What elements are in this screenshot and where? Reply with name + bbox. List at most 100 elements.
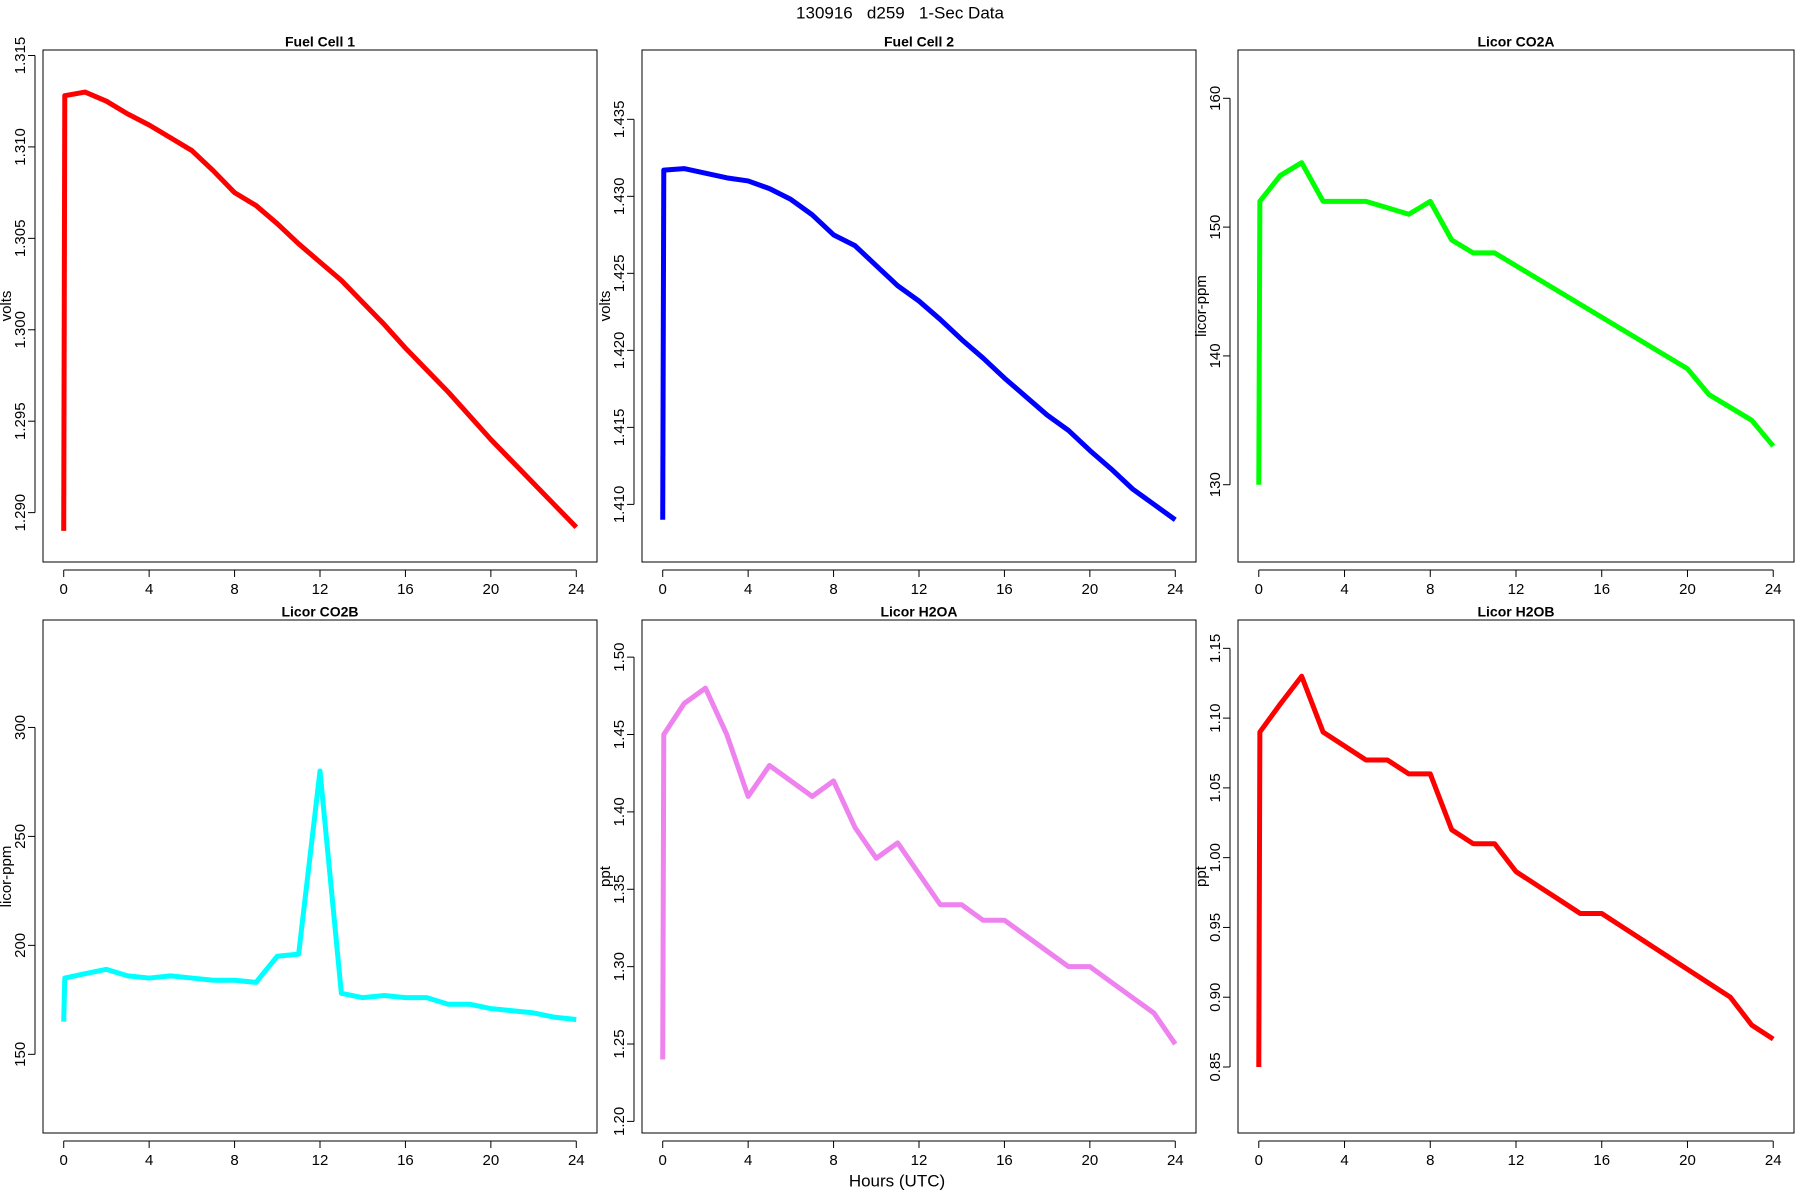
y-tick-label: 130: [1207, 472, 1224, 497]
x-tick-label: 4: [744, 1152, 752, 1169]
y-tick-label: 1.10: [1207, 704, 1224, 733]
x-tick-label: 20: [483, 581, 500, 598]
x-tick-label: 24: [1167, 581, 1184, 598]
x-tick-label: 20: [1082, 1152, 1099, 1169]
plot-frame: [641, 619, 1197, 1134]
data-line: [1256, 160, 1776, 485]
x-tick-label: 20: [1082, 581, 1099, 598]
x-axis-label: Hours (UTC): [849, 1171, 945, 1190]
y-tick-label: 160: [1207, 86, 1224, 111]
y-tick-label: 0.95: [1207, 913, 1224, 942]
x-tick-label: 8: [230, 1152, 238, 1169]
y-axis-label: volts: [597, 291, 614, 322]
x-tick-label: 0: [60, 1152, 68, 1169]
panel-title: Licor CO2B: [281, 604, 358, 620]
y-tick-label: 1.15: [1207, 634, 1224, 663]
x-tick-label: 12: [1508, 1152, 1525, 1169]
x-tick-label: 8: [829, 1152, 837, 1169]
x-tick-label: 0: [1255, 581, 1263, 598]
x-tick-label: 12: [911, 1152, 928, 1169]
x-tick-label: 0: [659, 581, 667, 598]
y-tick-label: 1.420: [611, 332, 628, 370]
y-tick-label: 150: [1207, 215, 1224, 240]
x-tick-label: 20: [1679, 581, 1696, 598]
y-tick-label: 1.35: [611, 875, 628, 904]
data-line: [61, 768, 577, 1022]
panel-title: Licor H2OA: [880, 604, 957, 620]
x-tick-label: 16: [397, 581, 414, 598]
x-tick-label: 24: [1765, 1152, 1782, 1169]
y-tick-label: 1.290: [12, 494, 29, 532]
x-tick-label: 8: [230, 581, 238, 598]
x-tick-label: 0: [1255, 1152, 1263, 1169]
x-tick-label: 12: [911, 581, 928, 598]
y-axis-label: volts: [0, 291, 15, 322]
x-tick-label: 20: [1679, 1152, 1696, 1169]
x-tick-label: 12: [312, 581, 329, 598]
x-tick-label: 4: [1340, 581, 1348, 598]
x-tick-label: 12: [312, 1152, 329, 1169]
y-tick-label: 1.45: [611, 720, 628, 749]
x-tick-label: 8: [1426, 581, 1434, 598]
y-tick-label: 1.40: [611, 797, 628, 826]
y-axis-label: licor-ppm: [1193, 275, 1210, 337]
y-tick-label: 1.300: [12, 311, 29, 349]
y-tick-label: 140: [1207, 343, 1224, 368]
y-tick-label: 1.430: [611, 178, 628, 216]
y-tick-label: 1.435: [611, 101, 628, 139]
y-axis-label: licor-ppm: [0, 846, 15, 908]
y-tick-label: 1.20: [611, 1107, 628, 1136]
x-tick-label: 16: [397, 1152, 414, 1169]
data-line: [660, 166, 1177, 522]
data-line: [660, 685, 1178, 1060]
x-tick-label: 16: [1593, 581, 1610, 598]
y-tick-label: 0.90: [1207, 983, 1224, 1012]
x-tick-label: 16: [996, 1152, 1013, 1169]
data-line: [61, 89, 579, 531]
y-tick-label: 1.315: [12, 37, 29, 75]
y-tick-label: 1.50: [611, 643, 628, 672]
x-tick-label: 16: [1593, 1152, 1610, 1169]
x-tick-label: 4: [744, 581, 752, 598]
y-tick-label: 0.85: [1207, 1052, 1224, 1081]
x-tick-label: 0: [60, 581, 68, 598]
x-tick-label: 12: [1508, 581, 1525, 598]
y-tick-label: 300: [12, 715, 29, 740]
y-tick-label: 1.25: [611, 1029, 628, 1058]
y-tick-label: 200: [12, 933, 29, 958]
y-axis-label: ppt: [1193, 865, 1210, 887]
x-tick-label: 0: [659, 1152, 667, 1169]
x-tick-label: 20: [483, 1152, 500, 1169]
plot-frame: [42, 619, 598, 1134]
x-tick-label: 8: [829, 581, 837, 598]
figure-title: 130916 d259 1-Sec Data: [796, 3, 1004, 22]
y-tick-label: 1.415: [611, 409, 628, 447]
x-tick-label: 4: [1340, 1152, 1348, 1169]
y-tick-label: 1.05: [1207, 773, 1224, 802]
x-tick-label: 24: [1765, 581, 1782, 598]
data-line: [1256, 673, 1775, 1067]
y-tick-label: 1.00: [1207, 843, 1224, 872]
x-tick-label: 4: [145, 581, 153, 598]
plot-frame: [1237, 619, 1795, 1134]
plot-frame: [1237, 49, 1795, 563]
x-tick-label: 8: [1426, 1152, 1434, 1169]
y-tick-label: 1.295: [12, 402, 29, 440]
x-tick-label: 24: [568, 581, 585, 598]
x-tick-label: 24: [568, 1152, 585, 1169]
x-tick-label: 24: [1167, 1152, 1184, 1169]
y-tick-label: 250: [12, 824, 29, 849]
y-tick-label: 1.30: [611, 952, 628, 981]
plot-frame: [42, 49, 598, 563]
x-tick-label: 4: [145, 1152, 153, 1169]
panel-title: Licor H2OB: [1477, 604, 1554, 620]
x-tick-label: 16: [996, 581, 1013, 598]
y-tick-label: 1.310: [12, 128, 29, 166]
plot-frame: [641, 49, 1197, 563]
y-axis-label: ppt: [597, 865, 614, 887]
y-tick-label: 1.410: [611, 486, 628, 524]
panel-title: Fuel Cell 1: [285, 34, 355, 50]
y-tick-label: 150: [12, 1042, 29, 1067]
